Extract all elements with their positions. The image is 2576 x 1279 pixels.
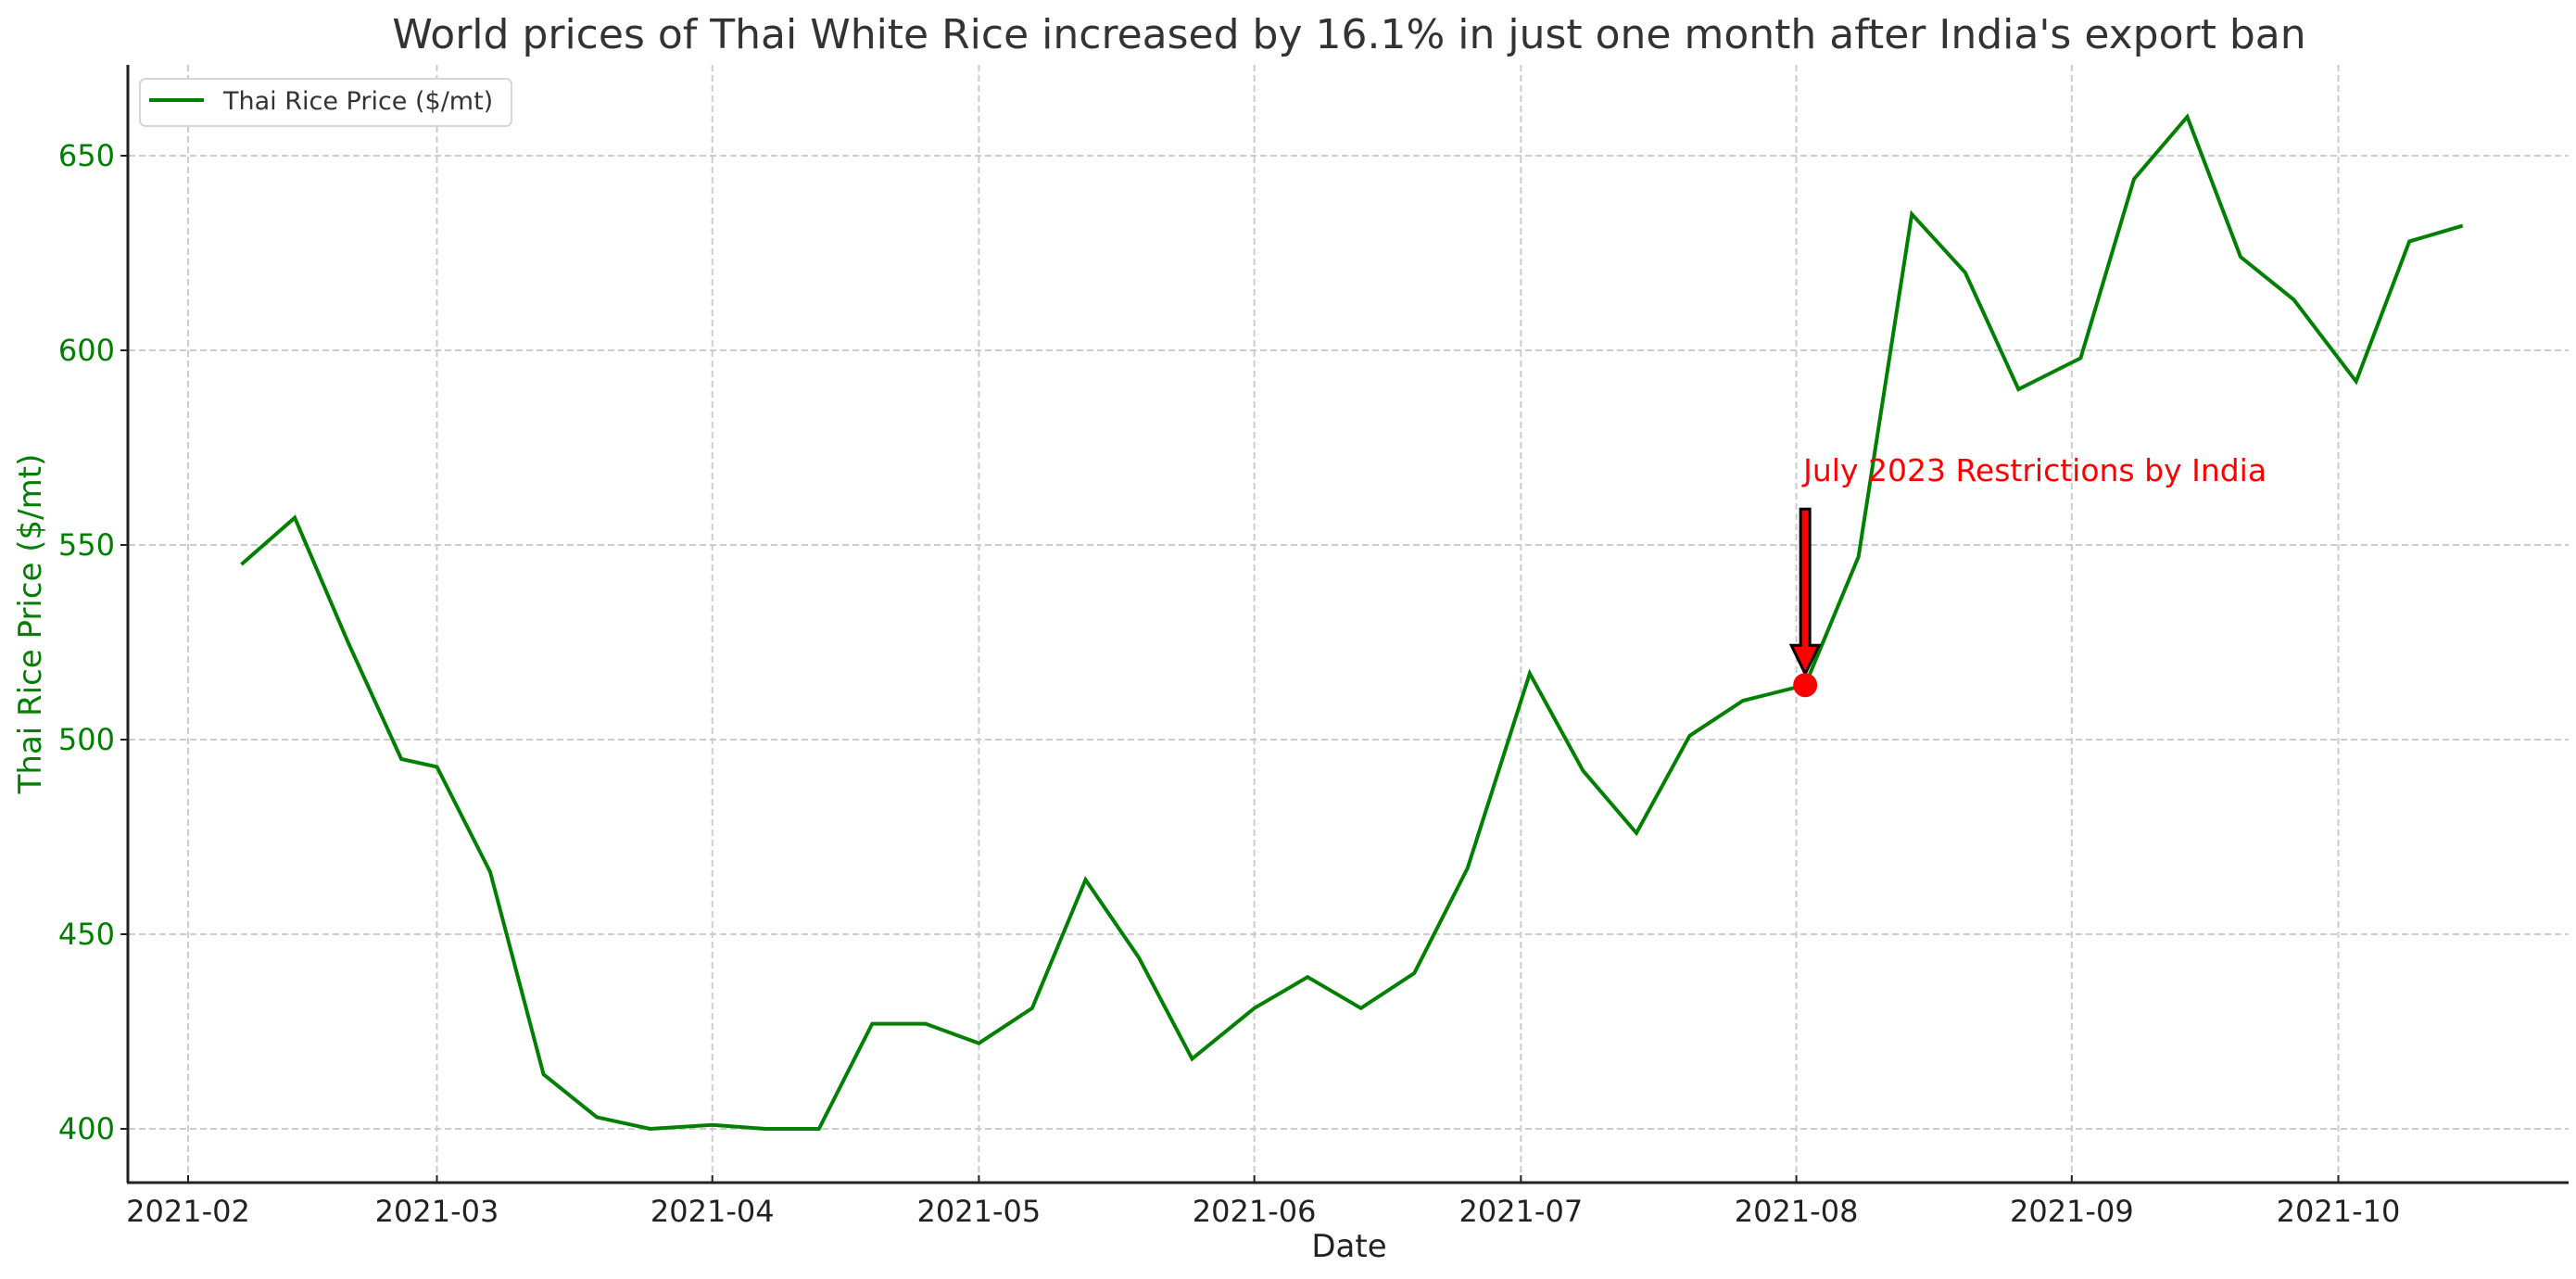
x-axis-label: Date [1311, 1228, 1386, 1265]
y-tick-label: 400 [58, 1111, 115, 1146]
grid-lines [129, 65, 2569, 1182]
x-tick-label: 2021-05 [917, 1194, 1042, 1229]
y-axis-label: Thai Rice Price ($/mt) [12, 454, 49, 795]
y-tick-label: 600 [58, 333, 115, 368]
axes [126, 65, 2569, 1184]
legend: Thai Rice Price ($/mt) [139, 78, 512, 127]
x-tick-label: 2021-08 [1735, 1194, 1859, 1229]
annotation-label: July 2023 Restrictions by India [1801, 452, 2267, 488]
legend-box [139, 78, 512, 127]
x-tick-label: 2021-03 [375, 1194, 499, 1229]
y-tick-label: 550 [58, 527, 115, 563]
chart-title: World prices of Thai White Rice increase… [392, 11, 2305, 58]
x-axis-ticks: 2021-02 2021-03 2021-04 2021-05 2021-06 2021-… [126, 1175, 2400, 1229]
y-tick-label: 650 [58, 138, 115, 173]
x-tick-label: 2021-10 [2277, 1194, 2401, 1229]
highlight-point [1793, 673, 1818, 698]
x-tick-label: 2021-07 [1458, 1194, 1583, 1229]
x-tick-label: 2021-09 [2010, 1194, 2134, 1229]
x-tick-label: 2021-06 [1193, 1194, 1317, 1229]
annotation: July 2023 Restrictions by India [1788, 452, 2267, 698]
y-tick-label: 500 [58, 722, 115, 757]
price-line [240, 113, 2464, 1132]
arrow-down-icon [1788, 507, 1822, 677]
x-tick-label: 2021-04 [650, 1194, 775, 1229]
y-tick-label: 450 [58, 917, 115, 952]
y-axis-ticks: 400 450 500 550 600 650 [58, 138, 128, 1146]
x-tick-label: 2021-02 [126, 1194, 250, 1229]
legend-label: Thai Rice Price ($/mt) [222, 87, 493, 116]
